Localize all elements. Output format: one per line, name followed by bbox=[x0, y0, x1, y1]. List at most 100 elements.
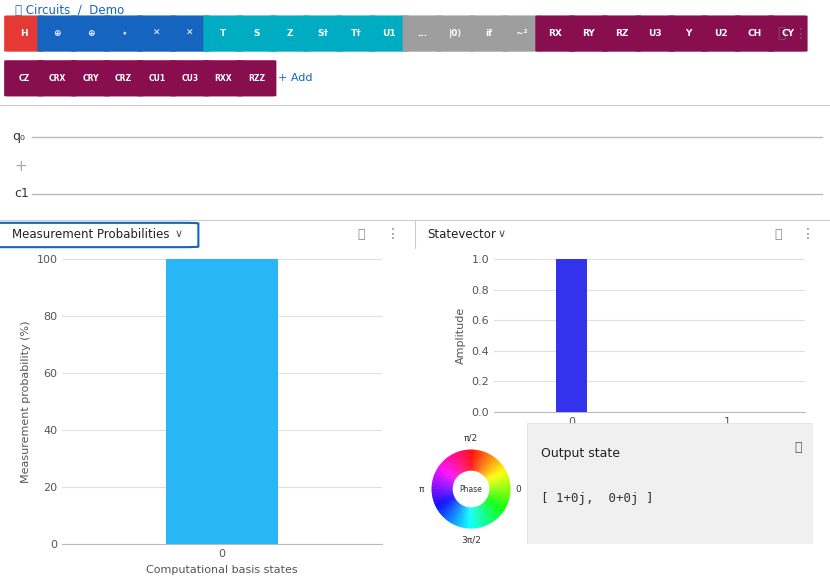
Wedge shape bbox=[469, 450, 471, 471]
Text: ∨: ∨ bbox=[174, 229, 183, 240]
Wedge shape bbox=[487, 472, 507, 482]
Text: ⧉: ⧉ bbox=[794, 441, 802, 454]
Wedge shape bbox=[481, 456, 492, 474]
Text: U2: U2 bbox=[715, 29, 728, 38]
Wedge shape bbox=[479, 505, 490, 524]
Wedge shape bbox=[475, 450, 481, 472]
Y-axis label: Measurement probability (%): Measurement probability (%) bbox=[21, 320, 31, 483]
Wedge shape bbox=[487, 474, 508, 483]
Wedge shape bbox=[486, 471, 506, 482]
Wedge shape bbox=[444, 460, 459, 476]
FancyBboxPatch shape bbox=[37, 60, 77, 96]
Text: Statevector: Statevector bbox=[427, 228, 496, 241]
Y-axis label: Amplitude: Amplitude bbox=[456, 307, 466, 364]
Wedge shape bbox=[474, 450, 479, 472]
Wedge shape bbox=[447, 457, 461, 475]
Wedge shape bbox=[476, 506, 481, 527]
Wedge shape bbox=[489, 486, 510, 488]
Wedge shape bbox=[447, 503, 461, 520]
Wedge shape bbox=[476, 452, 484, 472]
Wedge shape bbox=[454, 453, 464, 473]
Wedge shape bbox=[484, 462, 500, 478]
Text: ✕: ✕ bbox=[186, 29, 194, 38]
Wedge shape bbox=[432, 493, 454, 499]
Wedge shape bbox=[466, 450, 469, 472]
Wedge shape bbox=[452, 505, 463, 524]
Wedge shape bbox=[448, 503, 461, 522]
FancyBboxPatch shape bbox=[4, 60, 44, 96]
Wedge shape bbox=[459, 506, 466, 527]
Text: CRY: CRY bbox=[82, 74, 99, 83]
Wedge shape bbox=[486, 466, 504, 479]
Wedge shape bbox=[434, 473, 455, 483]
Text: T†: T† bbox=[351, 29, 361, 38]
FancyBboxPatch shape bbox=[469, 16, 509, 52]
Wedge shape bbox=[457, 505, 465, 526]
Wedge shape bbox=[466, 450, 470, 472]
Text: RXX: RXX bbox=[214, 74, 232, 83]
Wedge shape bbox=[451, 504, 462, 524]
Text: RZ: RZ bbox=[615, 29, 628, 38]
Wedge shape bbox=[488, 492, 510, 498]
Text: RX: RX bbox=[549, 29, 562, 38]
Wedge shape bbox=[488, 476, 509, 484]
Wedge shape bbox=[465, 506, 469, 528]
Wedge shape bbox=[433, 476, 454, 484]
Wedge shape bbox=[440, 464, 457, 478]
Wedge shape bbox=[460, 506, 466, 527]
Wedge shape bbox=[450, 504, 462, 523]
Wedge shape bbox=[489, 490, 510, 491]
Text: ⋆: ⋆ bbox=[121, 29, 126, 38]
Wedge shape bbox=[488, 479, 510, 485]
Wedge shape bbox=[483, 502, 499, 518]
Wedge shape bbox=[488, 480, 510, 486]
Wedge shape bbox=[472, 450, 475, 472]
Wedge shape bbox=[433, 476, 455, 483]
FancyBboxPatch shape bbox=[203, 16, 243, 52]
Wedge shape bbox=[482, 502, 496, 520]
Wedge shape bbox=[452, 505, 462, 524]
Wedge shape bbox=[458, 452, 466, 472]
Wedge shape bbox=[432, 482, 454, 486]
Wedge shape bbox=[462, 506, 467, 528]
Wedge shape bbox=[432, 492, 454, 496]
Wedge shape bbox=[489, 490, 510, 493]
Wedge shape bbox=[432, 490, 453, 492]
Bar bbox=[556, 259, 588, 412]
FancyBboxPatch shape bbox=[336, 16, 376, 52]
Wedge shape bbox=[486, 467, 505, 480]
Text: 📁 Circuits  /  Demo: 📁 Circuits / Demo bbox=[15, 4, 124, 17]
Wedge shape bbox=[462, 450, 467, 472]
Wedge shape bbox=[439, 499, 457, 513]
Wedge shape bbox=[486, 469, 505, 481]
Wedge shape bbox=[449, 456, 461, 474]
Wedge shape bbox=[479, 505, 491, 524]
Wedge shape bbox=[432, 481, 454, 486]
Wedge shape bbox=[489, 484, 510, 487]
Wedge shape bbox=[488, 492, 510, 496]
Wedge shape bbox=[470, 450, 471, 471]
Wedge shape bbox=[482, 502, 497, 519]
Wedge shape bbox=[438, 499, 456, 512]
Text: CRZ: CRZ bbox=[115, 74, 132, 83]
Wedge shape bbox=[487, 473, 508, 483]
Wedge shape bbox=[444, 459, 460, 476]
Wedge shape bbox=[471, 507, 472, 528]
FancyBboxPatch shape bbox=[668, 16, 708, 52]
Wedge shape bbox=[433, 494, 454, 502]
Wedge shape bbox=[449, 456, 461, 475]
Wedge shape bbox=[486, 498, 505, 511]
Text: ...: ... bbox=[417, 29, 427, 38]
Wedge shape bbox=[432, 488, 453, 490]
Wedge shape bbox=[433, 494, 454, 500]
Wedge shape bbox=[472, 506, 475, 528]
Wedge shape bbox=[486, 468, 505, 480]
Wedge shape bbox=[476, 452, 485, 472]
Wedge shape bbox=[440, 499, 457, 514]
Wedge shape bbox=[475, 450, 481, 472]
Wedge shape bbox=[454, 505, 464, 525]
Wedge shape bbox=[469, 507, 471, 528]
Wedge shape bbox=[488, 483, 510, 487]
Wedge shape bbox=[485, 500, 502, 514]
Wedge shape bbox=[476, 451, 482, 472]
